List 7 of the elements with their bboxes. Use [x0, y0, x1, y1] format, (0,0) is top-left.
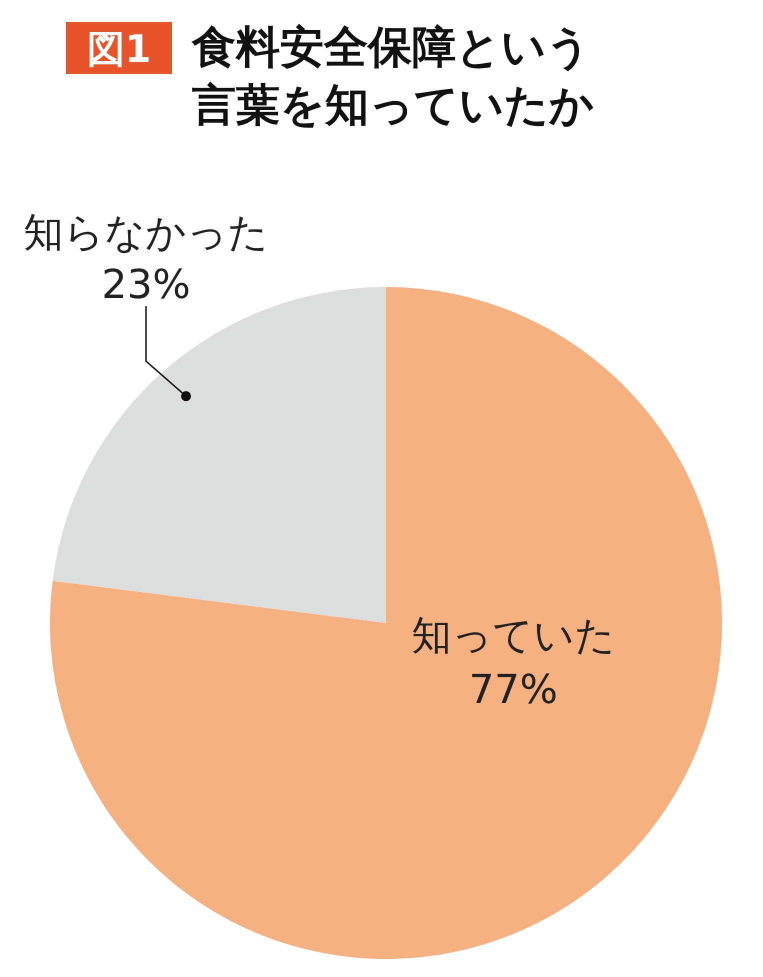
slice-label: 知っていた — [411, 612, 616, 659]
slice-label: 知らなかった — [24, 210, 269, 256]
caption: 図1 — [86, 27, 152, 71]
badge: 図1 — [66, 22, 172, 74]
data-label: 23% — [102, 262, 190, 308]
data-label: 77% — [468, 666, 558, 713]
chart-title: 食料安全保障という言葉を知っていたか — [191, 22, 594, 131]
